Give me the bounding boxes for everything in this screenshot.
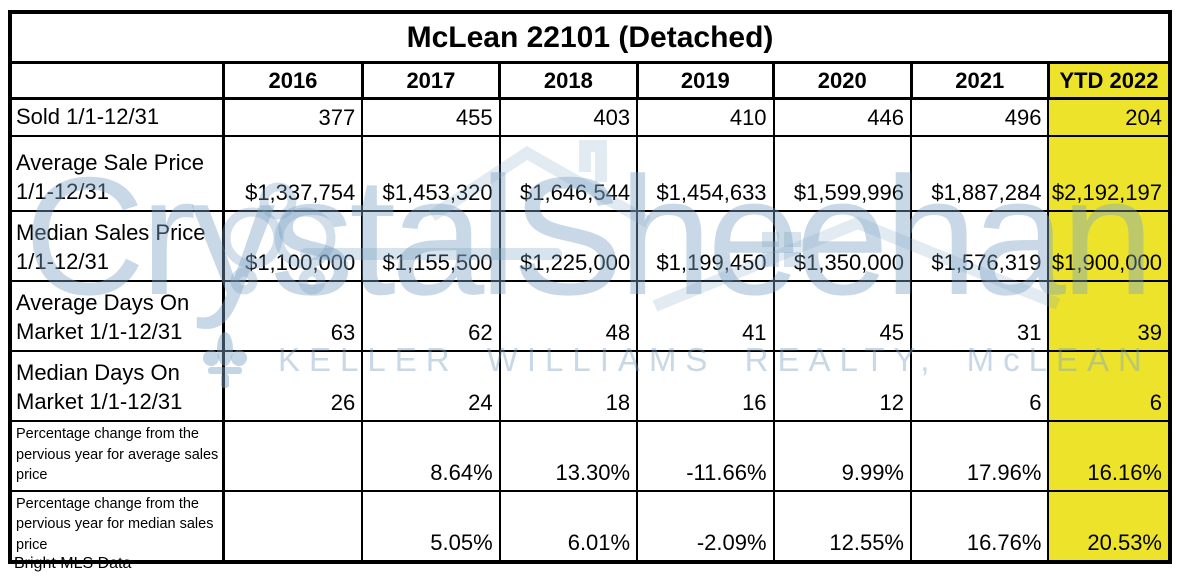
column-header-2017: 2017 [360, 61, 502, 100]
cell: 63 [222, 280, 364, 353]
cell: 403 [498, 97, 639, 138]
row-pct-change-average: Percentage change from the pervious year… [8, 420, 1171, 492]
cell: 16.76% [909, 489, 1050, 563]
cell: 62 [361, 280, 501, 353]
cell: $1,350,000 [772, 210, 913, 283]
column-header-row: 2016 2017 2018 2019 2020 2021 YTD 2022 [8, 61, 1172, 100]
page-title: McLean 22101 (Detached) [8, 10, 1172, 64]
cell: 16 [636, 350, 775, 423]
cell: 18 [498, 350, 639, 423]
cell: 26 [222, 350, 364, 423]
cell: 410 [636, 97, 775, 138]
cell-ytd: $1,900,000 [1047, 210, 1171, 283]
column-header-2021: 2021 [909, 61, 1050, 100]
cell-ytd: $2,192,197 [1047, 135, 1171, 213]
cell: 5.05% [361, 489, 501, 563]
cell-ytd: 204 [1047, 97, 1171, 138]
cell: 455 [361, 97, 501, 138]
cell: 48 [498, 280, 639, 353]
title-row: McLean 22101 (Detached) [8, 10, 1172, 64]
row-median-sales-price: Median Sales Price 1/1-12/31 $1,100,000 … [8, 210, 1171, 283]
stats-table: McLean 22101 (Detached) 2016 2017 2018 2… [8, 10, 1172, 564]
row-label-median-sales-price: Median Sales Price 1/1-12/31 [8, 210, 226, 283]
cell: $1,225,000 [498, 210, 639, 283]
cell: 13.30% [498, 420, 639, 492]
row-label-average-days-on-market: Average Days On Market 1/1-12/31 [8, 280, 226, 353]
cell: $1,100,000 [222, 210, 364, 283]
data-source-note: Bright MLS Data [14, 555, 132, 572]
cell: $1,576,319 [909, 210, 1050, 283]
column-header-2016: 2016 [222, 61, 364, 100]
column-header-blank [8, 61, 226, 100]
row-label-median-days-on-market: Median Days On Market 1/1-12/31 [8, 350, 226, 423]
row-average-days-on-market: Average Days On Market 1/1-12/31 63 62 4… [8, 280, 1171, 353]
row-pct-change-median: Percentage change from the pervious year… [8, 489, 1171, 563]
cell: $1,599,996 [772, 135, 913, 213]
cell: 31 [909, 280, 1050, 353]
cell: 45 [772, 280, 913, 353]
cell-ytd: 6 [1047, 350, 1171, 423]
cell-ytd: 16.16% [1047, 420, 1171, 492]
column-header-2018: 2018 [498, 61, 639, 100]
cell [222, 420, 364, 492]
row-sold: Sold 1/1-12/31 377 455 403 410 446 496 2… [8, 97, 1171, 138]
row-label-pct-change-median: Percentage change from the pervious year… [8, 489, 226, 563]
row-median-days-on-market: Median Days On Market 1/1-12/31 26 24 18… [8, 350, 1171, 423]
cell-ytd: 20.53% [1047, 489, 1171, 563]
cell-ytd: 39 [1047, 280, 1171, 353]
cell: $1,155,500 [361, 210, 501, 283]
row-label-pct-change-average: Percentage change from the pervious year… [8, 420, 226, 492]
column-header-2019: 2019 [635, 61, 776, 100]
cell: 8.64% [361, 420, 501, 492]
cell [222, 489, 364, 563]
cell: 6 [909, 350, 1050, 423]
cell: 12.55% [772, 489, 913, 563]
cell: 377 [222, 97, 364, 138]
cell: -2.09% [636, 489, 775, 563]
cell: $1,646,544 [498, 135, 639, 213]
cell: 24 [361, 350, 501, 423]
row-label-sold: Sold 1/1-12/31 [8, 97, 226, 138]
cell: -11.66% [636, 420, 775, 492]
cell: $1,199,450 [636, 210, 775, 283]
column-header-2020: 2020 [772, 61, 913, 100]
row-label-average-sale-price: Average Sale Price 1/1-12/31 [8, 135, 226, 213]
cell: 41 [636, 280, 775, 353]
cell: 12 [772, 350, 913, 423]
cell: $1,887,284 [909, 135, 1050, 213]
cell: $1,454,633 [636, 135, 775, 213]
cell: 17.96% [909, 420, 1050, 492]
row-average-sale-price: Average Sale Price 1/1-12/31 $1,337,754 … [8, 135, 1171, 213]
cell: 446 [772, 97, 913, 138]
cell: 496 [909, 97, 1050, 138]
cell: 6.01% [498, 489, 639, 563]
column-header-ytd-2022: YTD 2022 [1046, 61, 1172, 100]
cell: $1,337,754 [222, 135, 364, 213]
cell: 9.99% [772, 420, 913, 492]
cell: $1,453,320 [361, 135, 501, 213]
